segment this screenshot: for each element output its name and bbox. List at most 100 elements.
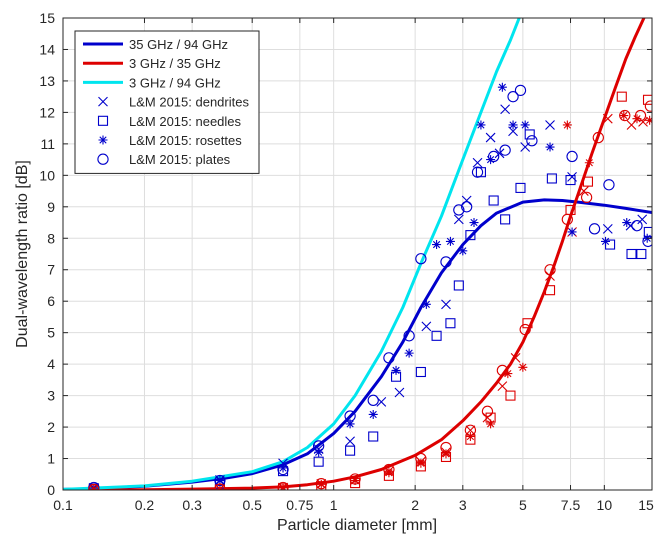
scatter-point-l-m-2015-needles — [488, 195, 499, 206]
axis-ticks: 0.1 0.2 0.3 0.5 0.75 1 2 3 5 7.5 10 150123456789101… — [39, 10, 654, 513]
scatter-point-l-m-2015-rosettes — [567, 227, 577, 237]
scatter-point-l-m-2015-plates — [461, 201, 473, 213]
scatter-point-l-m-2015-rosettes — [645, 115, 652, 125]
scatter-point-l-m-2015-plates — [471, 166, 484, 178]
scatter-point-l-m-2015-plates — [88, 483, 100, 490]
scatter-point-l-m-2015-plates — [277, 481, 289, 490]
scatter-point-l-m-2015-dendrites — [494, 148, 505, 159]
scatter-point-l-m-2015-needles — [524, 129, 535, 140]
scatter-point-l-m-2015-rosettes — [316, 479, 326, 489]
scatter-point-l-m-2015-plates — [214, 474, 226, 487]
y-tick-label: 15 — [39, 10, 55, 26]
scatter-point-l-m-2015-rosettes — [476, 120, 486, 130]
scatter-point-l-m-2015-dendrites — [500, 104, 511, 115]
scatter-point-l-m-2015-needles — [565, 204, 576, 215]
scatter-point-l-m-2015-rosettes — [584, 158, 594, 168]
scatter-point-l-m-2015-rosettes — [432, 240, 442, 250]
x-tick-label: 0.1 — [53, 497, 73, 513]
scatter-point-l-m-2015-rosettes — [520, 120, 530, 130]
scatter-point-l-m-2015-rosettes — [441, 449, 451, 459]
scatter-point-l-m-2015-rosettes — [350, 476, 360, 486]
scatter-point-l-m-2015-plates — [544, 264, 556, 276]
scatter-point-l-m-2015-dendrites — [421, 321, 432, 332]
scatter-point-l-m-2015-plates — [488, 150, 500, 163]
scatter-point-l-m-2015-dendrites — [441, 299, 451, 310]
scatter-point-l-m-2015-plates — [481, 405, 494, 417]
scatter-point-l-m-2015-rosettes — [421, 299, 431, 309]
y-tick-label: 12 — [39, 104, 55, 120]
scatter-point-l-m-2015-plates — [312, 440, 325, 452]
scatter-point-l-m-2015-plates — [580, 191, 593, 204]
scatter-point-l-m-2015-rosettes — [345, 419, 355, 429]
scatter-point-l-m-2015-needles — [453, 280, 464, 291]
scatter-point-l-m-2015-plates — [403, 330, 415, 342]
y-tick-label: 10 — [39, 167, 55, 183]
scatter-point-l-m-2015-plates — [315, 478, 327, 490]
scatter-point-l-m-2015-dendrites — [345, 436, 355, 447]
scatter-point-l-m-2015-plates — [644, 100, 652, 112]
scatter-point-l-m-2015-dendrites — [453, 214, 464, 225]
scatter-point-l-m-2015-rosettes — [601, 236, 611, 246]
scatter-point-l-m-2015-dendrites — [461, 195, 472, 206]
y-tick-label: 7 — [47, 262, 55, 278]
scatter-point-l-m-2015-rosettes — [89, 484, 99, 490]
x-tick-label: 3 — [459, 497, 467, 513]
legend-marker-swatch — [97, 153, 109, 165]
y-tick-label: 3 — [47, 388, 55, 404]
scatter-point-l-m-2015-needles — [415, 366, 426, 378]
legend-marker-swatch — [97, 115, 109, 126]
scatter-point-l-m-2015-dendrites — [472, 157, 483, 168]
scatter-point-l-m-2015-rosettes — [368, 409, 378, 419]
scatter-point-l-m-2015-rosettes — [518, 362, 528, 372]
scatter-point-l-m-2015-rosettes — [278, 483, 288, 490]
y-tick-label: 5 — [47, 325, 55, 341]
scatter-point-l-m-2015-plates — [383, 463, 395, 476]
y-axis-label: Dual-wavelength ratio [dB] — [14, 160, 31, 348]
scatter-point-l-m-2015-rosettes — [486, 155, 496, 165]
x-tick-label: 0.5 — [242, 497, 262, 513]
scatter-point-l-m-2015-dendrites — [394, 387, 405, 398]
scatter-point-l-m-2015-plates — [383, 352, 395, 364]
scatter-point-l-m-2015-rosettes — [619, 111, 629, 121]
scatter-point-l-m-2015-plates — [631, 220, 643, 232]
scatter-point-l-m-2015-rosettes — [384, 468, 394, 478]
scatter-point-l-m-2015-plates — [514, 84, 527, 97]
legend-marker-swatch — [98, 96, 108, 107]
scatter-point-l-m-2015-plates — [619, 109, 631, 122]
scatter-point-l-m-2015-rosettes — [562, 120, 572, 130]
scatter-point-l-m-2015-plates — [519, 323, 531, 336]
legend-label: 3 GHz / 35 GHz — [129, 56, 221, 71]
legend-box — [74, 30, 260, 174]
y-tick-label: 8 — [47, 230, 55, 246]
scatter-point-l-m-2015-rosettes — [445, 236, 455, 246]
legend-marker-swatch — [98, 135, 108, 145]
scatter-point-l-m-2015-plates — [561, 213, 573, 226]
scatter-point-l-m-2015-rosettes — [469, 218, 479, 228]
scatter-point-l-m-2015-dendrites — [637, 214, 648, 225]
scatter-point-l-m-2015-plates — [588, 223, 601, 235]
scatter-point-l-m-2015-rosettes — [465, 432, 475, 442]
scatter-point-l-m-2015-needles — [565, 175, 576, 186]
x-axis-label: Particle diameter [mm] — [277, 517, 437, 534]
scatter-point-l-m-2015-plates — [349, 473, 361, 485]
scatter-point-l-m-2015-rosettes — [503, 369, 513, 379]
scatter-point-l-m-2015-dendrites — [497, 381, 508, 392]
scatter-point-l-m-2015-needles — [313, 456, 324, 467]
scatter-point-l-m-2015-plates — [440, 441, 452, 454]
legend-label: L&M 2015: plates — [129, 152, 231, 167]
series-line-3-ghz-94-ghz — [63, 18, 521, 490]
scatter-point-l-m-2015-plates — [440, 256, 452, 268]
scatter-point-l-m-2015-rosettes — [404, 348, 414, 358]
series-line-3-ghz-35-ghz — [63, 18, 646, 490]
legend-label: 3 GHz / 94 GHz — [129, 75, 221, 90]
scatter-point-l-m-2015-dendrites — [510, 352, 521, 363]
scatter-point-l-m-2015-needles — [445, 318, 456, 329]
y-tick-label: 2 — [47, 419, 55, 435]
y-tick-label: 11 — [40, 136, 55, 152]
scatter-point-l-m-2015-needles — [582, 176, 594, 187]
scatter-point-l-m-2015-dendrites — [578, 186, 589, 196]
legend-label: 35 GHz / 94 GHz — [129, 37, 228, 52]
scatter-point-l-m-2015-rosettes — [391, 365, 401, 375]
